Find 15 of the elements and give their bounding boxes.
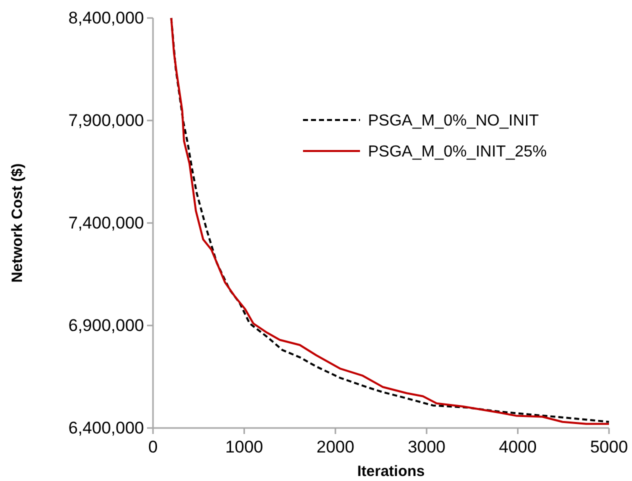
y-tick-label: 8,400,000: [68, 8, 144, 28]
y-tick-label: 7,400,000: [68, 213, 144, 232]
x-tick-label: 5000: [590, 437, 628, 456]
y-axis-title: Network Cost ($): [9, 163, 26, 283]
y-tick-label: 6,400,000: [68, 418, 144, 438]
x-tick-label: 1000: [225, 437, 264, 456]
legend-label: PSGA_M_0%_NO_INIT: [368, 112, 539, 130]
legend-label: PSGA_M_0%_INIT_25%: [368, 144, 547, 161]
x-tick-label: 3000: [408, 437, 446, 456]
x-tick-label: 2000: [316, 437, 354, 456]
x-tick-label: 0: [148, 437, 158, 456]
x-axis-title: Iterations: [357, 463, 425, 480]
y-tick-label: 7,900,000: [68, 110, 144, 130]
y-tick-label: 6,900,000: [68, 316, 144, 335]
x-tick-label: 4000: [498, 437, 537, 456]
